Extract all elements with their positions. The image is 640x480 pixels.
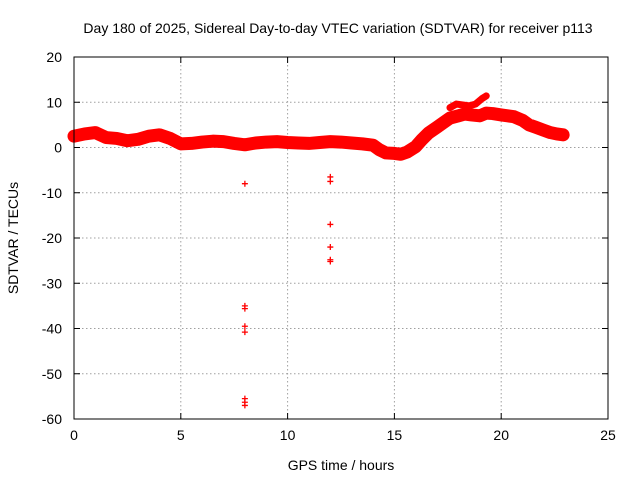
outliers-8h-point xyxy=(241,402,248,409)
main-band-point xyxy=(124,137,131,144)
main-band-point xyxy=(425,130,432,137)
main-band-point xyxy=(540,127,547,134)
main-band-point xyxy=(338,139,344,146)
main-band-point xyxy=(188,140,195,147)
main-band-point xyxy=(220,138,227,145)
y-tick-label: -40 xyxy=(42,321,62,337)
y-tick-label: 0 xyxy=(54,140,62,156)
main-band-point xyxy=(461,111,468,118)
main-band-point xyxy=(263,139,270,146)
main-band-point xyxy=(504,112,511,119)
main-band-point xyxy=(231,140,238,147)
outliers-8h-point xyxy=(241,305,248,312)
y-tick-label: -30 xyxy=(42,275,62,291)
main-band-point xyxy=(113,135,120,142)
outliers-12h-point xyxy=(327,258,334,265)
x-tick-label: 25 xyxy=(600,427,616,443)
main-band-point xyxy=(511,113,518,120)
upper-streak-point xyxy=(453,101,460,108)
outliers-12h-point xyxy=(327,178,334,185)
x-tick-label: 20 xyxy=(493,427,509,443)
main-band-point xyxy=(295,139,302,146)
upper-streak-point xyxy=(478,95,485,102)
x-tick-label: 15 xyxy=(387,427,403,443)
main-band-point xyxy=(135,136,142,143)
main-band-point xyxy=(305,140,312,147)
main-band-point xyxy=(468,111,475,118)
y-axis-label: SDTVAR / TECUs xyxy=(5,182,21,294)
y-tick-label: -60 xyxy=(42,411,62,427)
main-band-point xyxy=(284,139,291,146)
main-band-point xyxy=(103,134,110,141)
axes: 0 5 10 15 20 25 -60 -50 -40 -30 -20 -10 0 10 20 xyxy=(42,49,616,443)
main-band-point xyxy=(370,142,377,149)
main-band-band xyxy=(67,106,570,161)
chart-title: Day 180 of 2025, Sidereal Day-to-day VTE… xyxy=(83,20,592,36)
main-band-point xyxy=(209,138,216,145)
main-band-point xyxy=(489,110,496,117)
main-band-point xyxy=(359,140,366,147)
main-band-point xyxy=(241,141,248,148)
y-tick-label: -10 xyxy=(42,185,62,201)
main-band-point xyxy=(92,129,99,136)
x-tick-label: 10 xyxy=(280,427,296,443)
main-band-point xyxy=(440,119,447,126)
x-tick-label: 0 xyxy=(70,427,78,443)
main-band-point xyxy=(167,135,174,142)
data-points xyxy=(67,92,570,409)
x-axis-label: GPS time / hours xyxy=(288,457,395,473)
main-band-point xyxy=(273,138,280,145)
main-band-point xyxy=(483,110,490,117)
x-tick-label: 5 xyxy=(177,427,185,443)
main-band-point xyxy=(376,146,383,153)
main-band-point xyxy=(412,143,419,150)
main-band-point xyxy=(177,140,184,147)
main-band-point xyxy=(348,139,355,146)
main-band-point xyxy=(397,151,404,158)
upper-streak-point xyxy=(446,104,453,111)
main-band-point xyxy=(446,115,453,122)
main-band-point xyxy=(547,129,554,136)
outliers-8h-point xyxy=(241,329,248,336)
upper-streak-point xyxy=(466,102,473,109)
main-band-point xyxy=(560,131,567,138)
main-band-point xyxy=(382,149,389,156)
main-band-point xyxy=(404,149,411,156)
main-band-point xyxy=(327,138,334,145)
main-band-point xyxy=(145,133,152,140)
grid xyxy=(74,57,608,419)
outliers-12h-point xyxy=(327,244,334,251)
main-band-point xyxy=(532,124,539,131)
main-band-point xyxy=(519,117,526,124)
main-band-point xyxy=(455,112,462,119)
main-band-point xyxy=(391,150,398,157)
main-band-point xyxy=(498,111,505,118)
y-tick-label: 20 xyxy=(46,49,62,65)
main-band-point xyxy=(156,131,163,138)
outliers-8h-point xyxy=(241,323,248,330)
y-tick-label: -50 xyxy=(42,366,62,382)
outliers-12h-point xyxy=(327,221,334,228)
y-tick-label: -20 xyxy=(42,230,62,246)
main-band-point xyxy=(316,139,323,146)
main-band-point xyxy=(525,121,532,128)
upper-streak-point xyxy=(472,101,479,108)
main-band-point xyxy=(434,124,441,131)
upper-streak-point xyxy=(459,101,466,108)
main-band-point xyxy=(419,136,426,143)
main-band-point xyxy=(199,139,206,146)
main-band-point xyxy=(476,112,483,119)
main-band-point xyxy=(81,130,88,137)
y-tick-label: 10 xyxy=(46,94,62,110)
upper-streak-point xyxy=(483,92,490,99)
outliers-8h-point xyxy=(241,180,248,187)
main-band-point xyxy=(252,139,259,146)
main-band-point xyxy=(553,130,560,137)
